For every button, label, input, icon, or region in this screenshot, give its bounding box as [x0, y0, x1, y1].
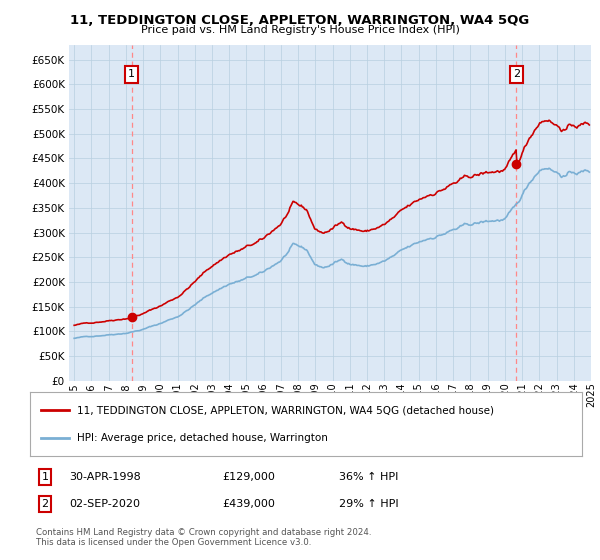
Text: 02-SEP-2020: 02-SEP-2020	[69, 499, 140, 509]
Text: Price paid vs. HM Land Registry's House Price Index (HPI): Price paid vs. HM Land Registry's House …	[140, 25, 460, 35]
Text: 1: 1	[128, 69, 135, 80]
Text: 11, TEDDINGTON CLOSE, APPLETON, WARRINGTON, WA4 5QG: 11, TEDDINGTON CLOSE, APPLETON, WARRINGT…	[70, 14, 530, 27]
Text: 36% ↑ HPI: 36% ↑ HPI	[339, 472, 398, 482]
Text: 30-APR-1998: 30-APR-1998	[69, 472, 141, 482]
Text: 29% ↑ HPI: 29% ↑ HPI	[339, 499, 398, 509]
Text: 2: 2	[513, 69, 520, 80]
Text: £439,000: £439,000	[222, 499, 275, 509]
Text: 1: 1	[41, 472, 49, 482]
Text: 11, TEDDINGTON CLOSE, APPLETON, WARRINGTON, WA4 5QG (detached house): 11, TEDDINGTON CLOSE, APPLETON, WARRINGT…	[77, 405, 494, 415]
Text: Contains HM Land Registry data © Crown copyright and database right 2024.
This d: Contains HM Land Registry data © Crown c…	[36, 528, 371, 547]
Text: 2: 2	[41, 499, 49, 509]
Text: £129,000: £129,000	[222, 472, 275, 482]
Text: HPI: Average price, detached house, Warrington: HPI: Average price, detached house, Warr…	[77, 433, 328, 444]
